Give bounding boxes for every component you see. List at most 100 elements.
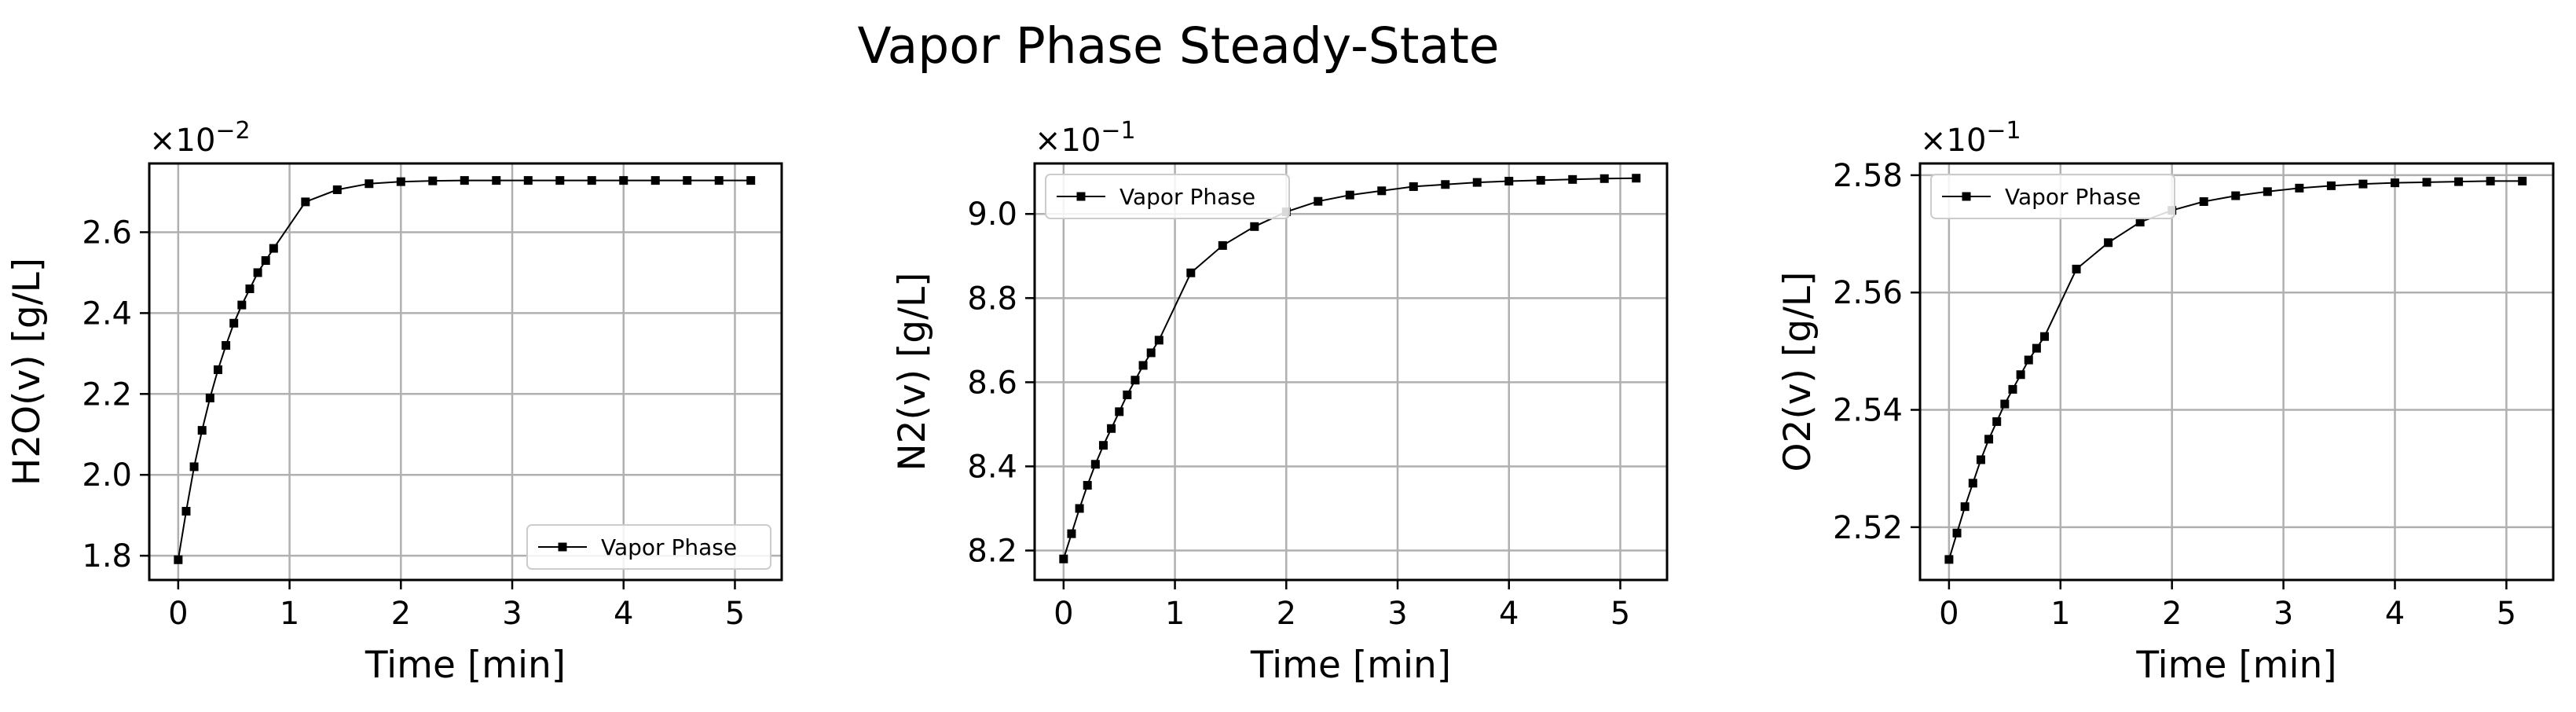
y-tick-label: 8.2 (967, 534, 1017, 570)
offset-exponent: −1 (1986, 117, 2021, 145)
data-point (1075, 504, 1084, 513)
data-point (1059, 554, 1068, 563)
data-point (396, 177, 405, 186)
x-axis-label: Time [min] (2135, 644, 2336, 687)
figure-title: Vapor Phase Steady-State (857, 17, 1499, 75)
data-point (2358, 179, 2368, 189)
data-point (1632, 174, 1641, 183)
data-point (365, 179, 374, 189)
data-point (213, 365, 222, 374)
y-tick-label: 9.0 (967, 196, 1017, 233)
data-point (2422, 178, 2431, 187)
data-point (1472, 178, 1482, 187)
legend-marker (558, 542, 567, 552)
data-point (1186, 268, 1196, 277)
x-tick-label: 0 (168, 596, 188, 632)
legend-box (526, 524, 771, 570)
data-point (2231, 191, 2241, 200)
data-point (523, 176, 533, 185)
data-point (619, 176, 628, 185)
data-point (2454, 177, 2464, 186)
data-point (492, 176, 501, 185)
data-point (1992, 417, 2002, 426)
x-tick-label: 1 (1165, 596, 1185, 632)
offset-base: ×10 (149, 123, 215, 159)
data-point (1952, 528, 1962, 538)
data-point (253, 268, 262, 277)
x-tick-label: 0 (1053, 596, 1073, 632)
data-point (1968, 479, 1977, 488)
offset-base: ×10 (1035, 123, 1101, 159)
legend-box (1045, 174, 1290, 219)
y-axis-label: O2(v) [g/L] (1776, 272, 1819, 472)
data-point (2199, 197, 2208, 207)
data-point (1123, 390, 1132, 399)
x-tick-label: 3 (2274, 596, 2293, 632)
data-point (1504, 176, 1514, 185)
data-point (1250, 222, 1259, 231)
data-point (1218, 240, 1227, 250)
axes-frame (1918, 162, 2555, 582)
data-point (714, 176, 724, 185)
data-point (2486, 176, 2495, 185)
data-point (2072, 264, 2081, 273)
data-point (1976, 455, 1985, 464)
y-tick-label: 2.54 (1833, 393, 1903, 429)
data-point (1441, 180, 1450, 189)
legend-label: Vapor Phase (1119, 184, 1255, 210)
y-tick-label: 2.6 (82, 215, 132, 251)
x-tick-label: 4 (1499, 596, 1519, 632)
y-tick-label: 2.56 (1833, 275, 1903, 311)
y-tick-label: 2.58 (1833, 158, 1903, 194)
data-point (269, 244, 278, 253)
legend: Vapor Phase (1045, 174, 1290, 219)
legend-box (1930, 174, 2175, 219)
data-point (1154, 336, 1163, 345)
data-point (1984, 435, 1994, 444)
axes-frame (1033, 162, 1669, 582)
series-line (177, 179, 751, 560)
x-tick-label: 5 (725, 596, 745, 632)
subplot-3: 0 1 2 3 4 5 2.52 2.54 2.56 2.58 ×10−1 Time [min] O2(… (1776, 117, 2555, 687)
data-point (205, 393, 214, 402)
y-tick-label: 8.6 (967, 365, 1017, 401)
data-point (746, 176, 756, 185)
data-point (1130, 376, 1140, 385)
y-axis-label: H2O(v) [g/L] (5, 258, 49, 486)
data-point (237, 300, 247, 310)
legend-label: Vapor Phase (2005, 184, 2141, 210)
legend-marker (1076, 192, 1086, 201)
data-point (2518, 176, 2527, 185)
data-point (2000, 399, 2010, 409)
data-point (1409, 182, 1418, 191)
subplot-2: 0 1 2 3 4 5 8.2 8.4 8.6 8.8 9.0 ×10−1 Time [min] N2(v… (891, 117, 1669, 687)
legend: Vapor Phase (526, 524, 771, 570)
x-tick-label: 3 (1387, 596, 1407, 632)
subplot-1: 0 1 2 3 4 5 1.8 2.0 2.2 2.4 2.6 ×10−2 Time [min] H2O(… (5, 117, 783, 687)
x-tick-label: 1 (2050, 596, 2070, 632)
axis-offset-label: ×10−2 (149, 117, 251, 159)
data-point (1536, 175, 1545, 185)
data-point (1067, 529, 1076, 538)
offset-exponent: −1 (1101, 117, 1135, 145)
axis-offset-label: ×10−1 (1920, 117, 2021, 159)
data-point (1138, 361, 1148, 370)
data-point (1599, 174, 1609, 183)
data-point (2040, 332, 2050, 341)
data-point (1377, 186, 1387, 196)
data-point (301, 197, 310, 207)
x-tick-label: 5 (2497, 596, 2516, 632)
x-tick-label: 3 (502, 596, 522, 632)
x-tick-label: 0 (1939, 596, 1959, 632)
data-point (1568, 174, 1577, 184)
data-point (2391, 178, 2399, 188)
data-point (587, 176, 596, 185)
data-point (261, 255, 270, 265)
data-point (2263, 187, 2272, 196)
data-point (189, 462, 199, 472)
data-point (683, 176, 692, 185)
data-point (1960, 502, 1970, 512)
